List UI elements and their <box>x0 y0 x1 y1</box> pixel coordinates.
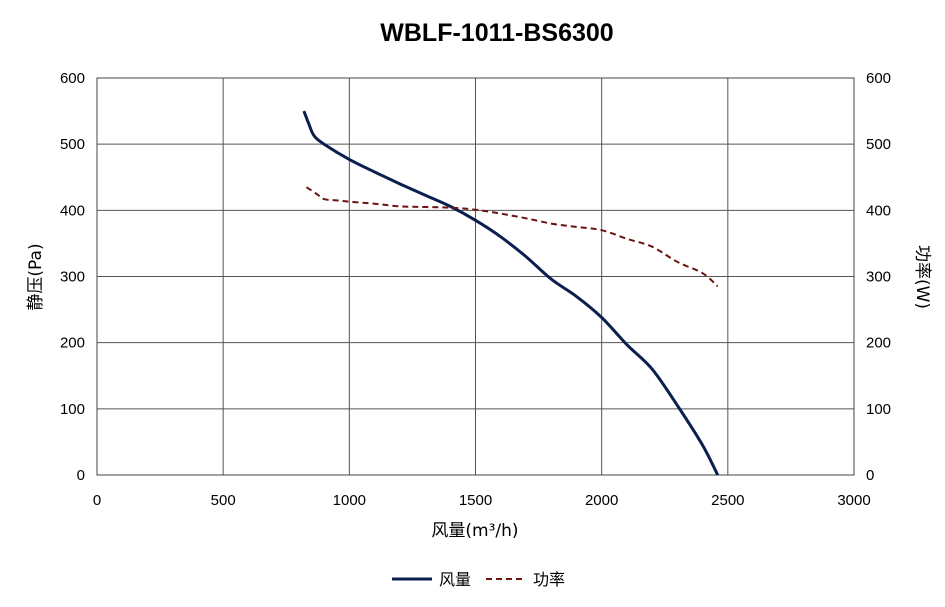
x-tick-label: 0 <box>93 492 101 509</box>
x-axis-ticks: 0 500 1000 1500 2000 2500 3000 <box>93 492 871 509</box>
x-axis-label: 风量(m³/h) <box>431 521 518 541</box>
y-right-tick-label: 300 <box>866 269 891 286</box>
y-right-tick-label: 200 <box>866 335 891 352</box>
y-axis-left-label: 静压(Pa) <box>26 243 46 310</box>
series-layer <box>302 110 720 476</box>
x-tick-label: 1000 <box>333 492 366 509</box>
grid <box>96 77 855 476</box>
y-left-tick-label: 300 <box>60 269 85 286</box>
series-line-airflow <box>302 110 720 476</box>
plot-area-border <box>96 77 855 476</box>
y-left-tick-label: 0 <box>77 467 85 484</box>
x-tick-label: 1500 <box>459 492 492 509</box>
legend: 风量 功率 <box>392 570 565 589</box>
y-left-tick-label: 600 <box>60 70 85 87</box>
chart-title: WBLF-1011-BS6300 <box>380 19 613 47</box>
x-tick-label: 500 <box>211 492 236 509</box>
x-tick-label: 2000 <box>585 492 618 509</box>
y-right-tick-label: 400 <box>866 202 891 219</box>
y-left-tick-label: 400 <box>60 202 85 219</box>
y-left-tick-label: 100 <box>60 401 85 418</box>
y-axis-right-ticks: 0 100 200 300 400 500 600 <box>866 70 891 484</box>
legend-label-power: 功率 <box>533 570 565 589</box>
y-right-tick-label: 500 <box>866 136 891 153</box>
y-right-tick-label: 100 <box>866 401 891 418</box>
y-right-tick-label: 0 <box>866 467 874 484</box>
y-axis-right-label: 功率(W) <box>912 245 932 309</box>
y-right-tick-label: 600 <box>866 70 891 87</box>
y-axis-left-ticks: 0 100 200 300 400 500 600 <box>60 70 85 484</box>
series-line-power <box>305 186 719 288</box>
legend-label-airflow: 风量 <box>439 570 471 589</box>
y-left-tick-label: 200 <box>60 335 85 352</box>
x-tick-label: 2500 <box>711 492 744 509</box>
y-left-tick-label: 500 <box>60 136 85 153</box>
x-tick-label: 3000 <box>837 492 870 509</box>
